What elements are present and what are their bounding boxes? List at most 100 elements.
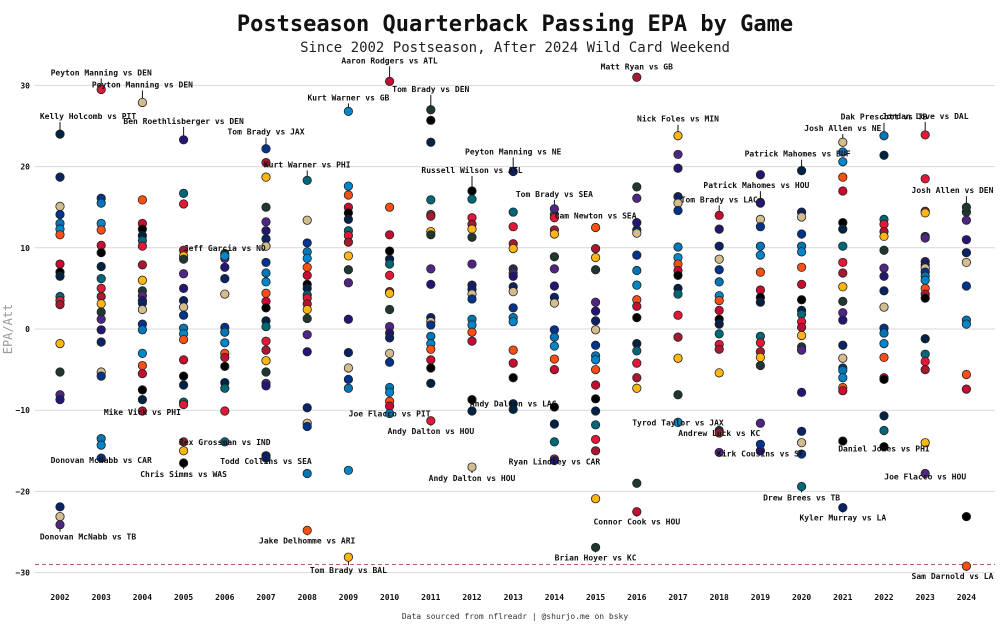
data-point <box>179 199 189 209</box>
y-tick-label: −10 <box>16 406 31 415</box>
point-annotation: Matt Ryan vs GB <box>601 62 673 71</box>
labeled-data-point <box>179 135 189 145</box>
data-point <box>673 163 683 173</box>
data-point <box>549 229 560 239</box>
labeled-data-point <box>261 453 271 463</box>
data-point <box>137 369 147 379</box>
data-point <box>179 355 189 365</box>
point-annotation: Cam Newton vs SEA <box>555 212 637 221</box>
labeled-data-point <box>838 503 848 513</box>
x-tick-label: 2016 <box>627 593 646 602</box>
data-point <box>137 275 147 285</box>
data-point <box>755 170 766 180</box>
labeled-data-point <box>879 442 889 452</box>
data-point <box>632 250 642 260</box>
point-annotation: Kyler Murray vs LA <box>799 514 886 523</box>
labeled-data-point <box>714 428 724 438</box>
data-point <box>55 201 65 211</box>
data-point <box>961 511 972 522</box>
point-annotation: Todd Collins vs SEA <box>220 456 312 466</box>
data-point <box>220 361 230 371</box>
data-point <box>179 188 189 198</box>
point-annotation: Josh Allen vs DEN <box>912 186 994 195</box>
data-point <box>755 338 766 348</box>
data-point <box>426 378 436 389</box>
data-point <box>384 246 395 256</box>
data-point <box>920 275 930 285</box>
y-tick-label: −20 <box>16 487 31 496</box>
data-point <box>590 252 601 263</box>
x-tick-label: 2024 <box>957 593 976 602</box>
point-annotation: Russell Wilson vs ATL <box>421 165 522 175</box>
data-point <box>755 360 766 371</box>
y-axis-label: EPA/Att <box>1 304 15 355</box>
data-point <box>961 319 972 329</box>
data-point <box>590 297 601 307</box>
data-point <box>508 287 518 297</box>
data-point <box>673 242 683 252</box>
labeled-data-point <box>55 129 65 139</box>
data-point <box>920 356 930 367</box>
data-point <box>879 245 889 255</box>
data-point <box>879 374 889 384</box>
point-annotation: Peyton Manning vs DEN <box>92 79 193 89</box>
data-point <box>55 259 65 269</box>
labeled-data-point <box>549 455 560 466</box>
data-point <box>590 244 601 254</box>
labeled-data-point <box>467 186 477 196</box>
data-point <box>467 259 477 269</box>
data-point <box>632 478 642 488</box>
data-point <box>137 241 147 251</box>
data-point <box>137 360 147 371</box>
data-point <box>343 314 353 324</box>
x-tick-label: 2003 <box>92 593 111 602</box>
data-point <box>714 224 724 234</box>
data-point <box>220 383 230 393</box>
x-tick-label: 2021 <box>833 593 852 602</box>
data-point <box>632 280 642 290</box>
data-point <box>220 352 230 363</box>
data-point <box>96 299 106 309</box>
data-point <box>55 230 65 240</box>
chart-title: Postseason Quarterback Passing EPA by Ga… <box>237 12 793 37</box>
data-point <box>179 269 189 279</box>
data-point <box>632 193 642 203</box>
data-point <box>714 305 724 315</box>
data-point <box>96 337 106 347</box>
data-point <box>508 345 518 355</box>
data-point <box>590 420 601 430</box>
data-point <box>755 352 766 363</box>
x-tick-label: 2008 <box>298 593 317 602</box>
y-tick-label: 10 <box>20 244 30 253</box>
data-point <box>384 202 395 212</box>
data-point <box>426 344 436 354</box>
data-point <box>426 195 436 205</box>
data-point <box>549 354 560 364</box>
data-point <box>179 283 189 293</box>
data-point <box>673 353 683 363</box>
x-tick-label: 2020 <box>792 593 811 602</box>
data-point <box>549 364 560 375</box>
labeled-data-point <box>590 542 601 553</box>
labeled-data-point <box>137 97 147 108</box>
data-point <box>426 264 436 274</box>
data-point <box>796 229 807 239</box>
data-point <box>96 225 106 235</box>
data-point <box>590 355 601 365</box>
data-point <box>426 230 436 240</box>
data-point <box>302 468 312 479</box>
data-point <box>220 406 230 416</box>
data-point <box>508 373 518 383</box>
x-tick-label: 2009 <box>339 593 358 602</box>
data-point <box>302 238 312 248</box>
data-point <box>137 385 147 395</box>
data-point <box>302 262 312 272</box>
data-point <box>384 304 395 315</box>
data-point <box>838 373 848 383</box>
gridlines <box>35 84 995 574</box>
data-point <box>673 149 683 160</box>
data-point <box>549 213 560 223</box>
data-point <box>796 279 807 289</box>
data-point <box>796 449 807 459</box>
